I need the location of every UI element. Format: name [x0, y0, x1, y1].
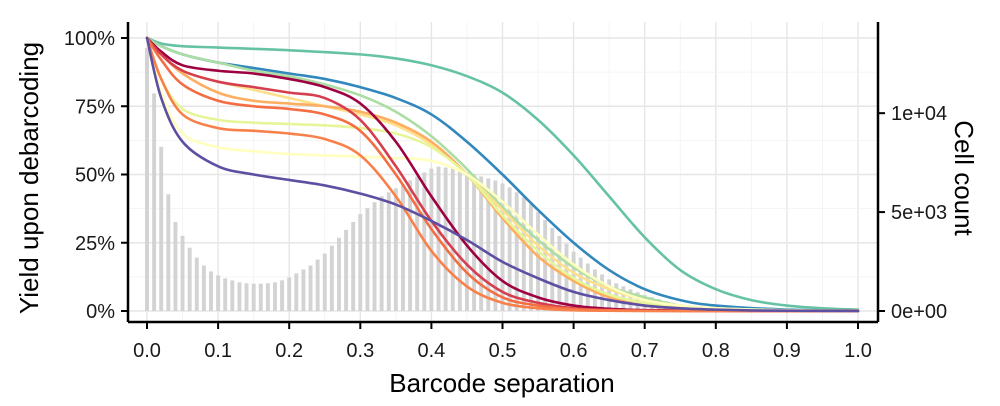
- histogram-bar: [194, 257, 199, 311]
- x-tick-label: 0.5: [489, 340, 517, 362]
- y-axis-ticks: 0% 25% 50% 75% 100%: [64, 28, 128, 323]
- histogram-bar: [450, 168, 455, 311]
- x-tick-label: 0.6: [560, 340, 588, 362]
- x-tick-label: 0.8: [702, 340, 730, 362]
- histogram-bar: [187, 247, 192, 311]
- histogram-bar: [209, 271, 213, 311]
- histogram-bar: [521, 197, 526, 311]
- histogram-bar: [223, 278, 228, 311]
- series-line-11: [145, 36, 860, 313]
- x-tick-label: 0.7: [631, 340, 659, 362]
- histogram-bar: [457, 170, 462, 311]
- histogram-bar: [337, 237, 341, 311]
- y2-tick-label: 0e+00: [891, 301, 947, 323]
- histogram-bar: [180, 235, 185, 311]
- y-tick-label: 75%: [75, 96, 115, 118]
- histogram-bar: [351, 221, 356, 311]
- histogram-bar: [308, 265, 313, 311]
- histogram-bar: [251, 283, 256, 311]
- x-tick-label: 0.1: [204, 340, 232, 362]
- histogram-bar: [159, 146, 164, 311]
- histogram-bar: [322, 253, 327, 311]
- histogram-bar: [464, 172, 469, 311]
- x-tick-label: 0.9: [773, 340, 801, 362]
- histogram-bar: [294, 273, 299, 311]
- histogram-bar: [493, 180, 498, 311]
- histogram-bar: [258, 283, 263, 311]
- grid: [128, 22, 878, 322]
- histogram-bar: [401, 184, 405, 311]
- histogram-bar: [166, 194, 171, 311]
- y-tick-label: 25%: [75, 233, 115, 255]
- x-tick-label: 1.0: [844, 340, 872, 362]
- histogram-bar: [365, 208, 370, 311]
- y2-axis-ticks: 0e+00 5e+03 1e+04: [878, 103, 947, 323]
- histogram-bar: [486, 178, 491, 311]
- x-axis-ticks: 0.0 0.1 0.2 0.3 0.4 0.5 0.6 0.7 0.8 0.9 1.0: [133, 322, 872, 362]
- y-tick-label: 100%: [64, 28, 115, 50]
- histogram-bar: [216, 275, 221, 311]
- histogram-bar: [280, 280, 285, 311]
- x-tick-label: 0.3: [346, 340, 374, 362]
- histogram-bar: [329, 245, 334, 311]
- series-line-12: [145, 36, 860, 313]
- histogram-bar: [145, 47, 149, 312]
- histogram-bar: [415, 176, 420, 311]
- histogram-bar: [201, 265, 206, 311]
- histogram-bar: [230, 280, 235, 311]
- histogram-bar: [408, 180, 413, 311]
- histogram-bar: [301, 269, 306, 311]
- x-tick-label: 0.4: [417, 340, 445, 362]
- histogram-bar: [472, 174, 477, 311]
- y2-axis-title: Cell count: [949, 120, 979, 236]
- y2-tick-label: 1e+04: [891, 103, 947, 125]
- histogram-bar: [429, 168, 434, 311]
- histogram-bar: [507, 187, 512, 311]
- y-axis-title: Yield upon debarcoding: [14, 42, 44, 314]
- histogram-bar: [379, 196, 384, 311]
- x-axis-title: Barcode separation: [389, 368, 614, 398]
- series-line-6: [145, 36, 860, 313]
- y2-tick-label: 5e+03: [891, 202, 947, 224]
- series-line-1: [145, 36, 860, 311]
- histogram-bar: [152, 93, 157, 312]
- histogram-bar: [287, 277, 292, 311]
- histogram-bar: [265, 283, 270, 311]
- y-tick-label: 50%: [75, 165, 115, 187]
- histogram-bar: [358, 214, 363, 311]
- histogram-bar: [514, 192, 519, 311]
- series-line-7: [145, 36, 860, 313]
- histogram-bar: [244, 283, 249, 311]
- histogram-bar: [550, 227, 555, 311]
- histogram-bar: [543, 220, 548, 311]
- histogram-bar: [536, 212, 541, 311]
- histogram-bar: [479, 176, 484, 311]
- histogram-bar: [393, 188, 398, 311]
- histogram-bar: [528, 204, 533, 311]
- x-tick-label: 0.2: [275, 340, 303, 362]
- histogram-bar: [315, 259, 320, 311]
- x-tick-label: 0.0: [133, 340, 161, 362]
- histogram-bar: [237, 282, 242, 311]
- histogram-bar: [386, 192, 391, 311]
- histogram-bar: [500, 183, 505, 311]
- series-lines: [145, 36, 860, 313]
- histogram-bar: [344, 229, 349, 311]
- histogram-bar: [273, 282, 277, 311]
- histogram-bar: [173, 221, 178, 311]
- y-tick-label: 0%: [86, 301, 115, 323]
- histogram-bar: [372, 202, 377, 311]
